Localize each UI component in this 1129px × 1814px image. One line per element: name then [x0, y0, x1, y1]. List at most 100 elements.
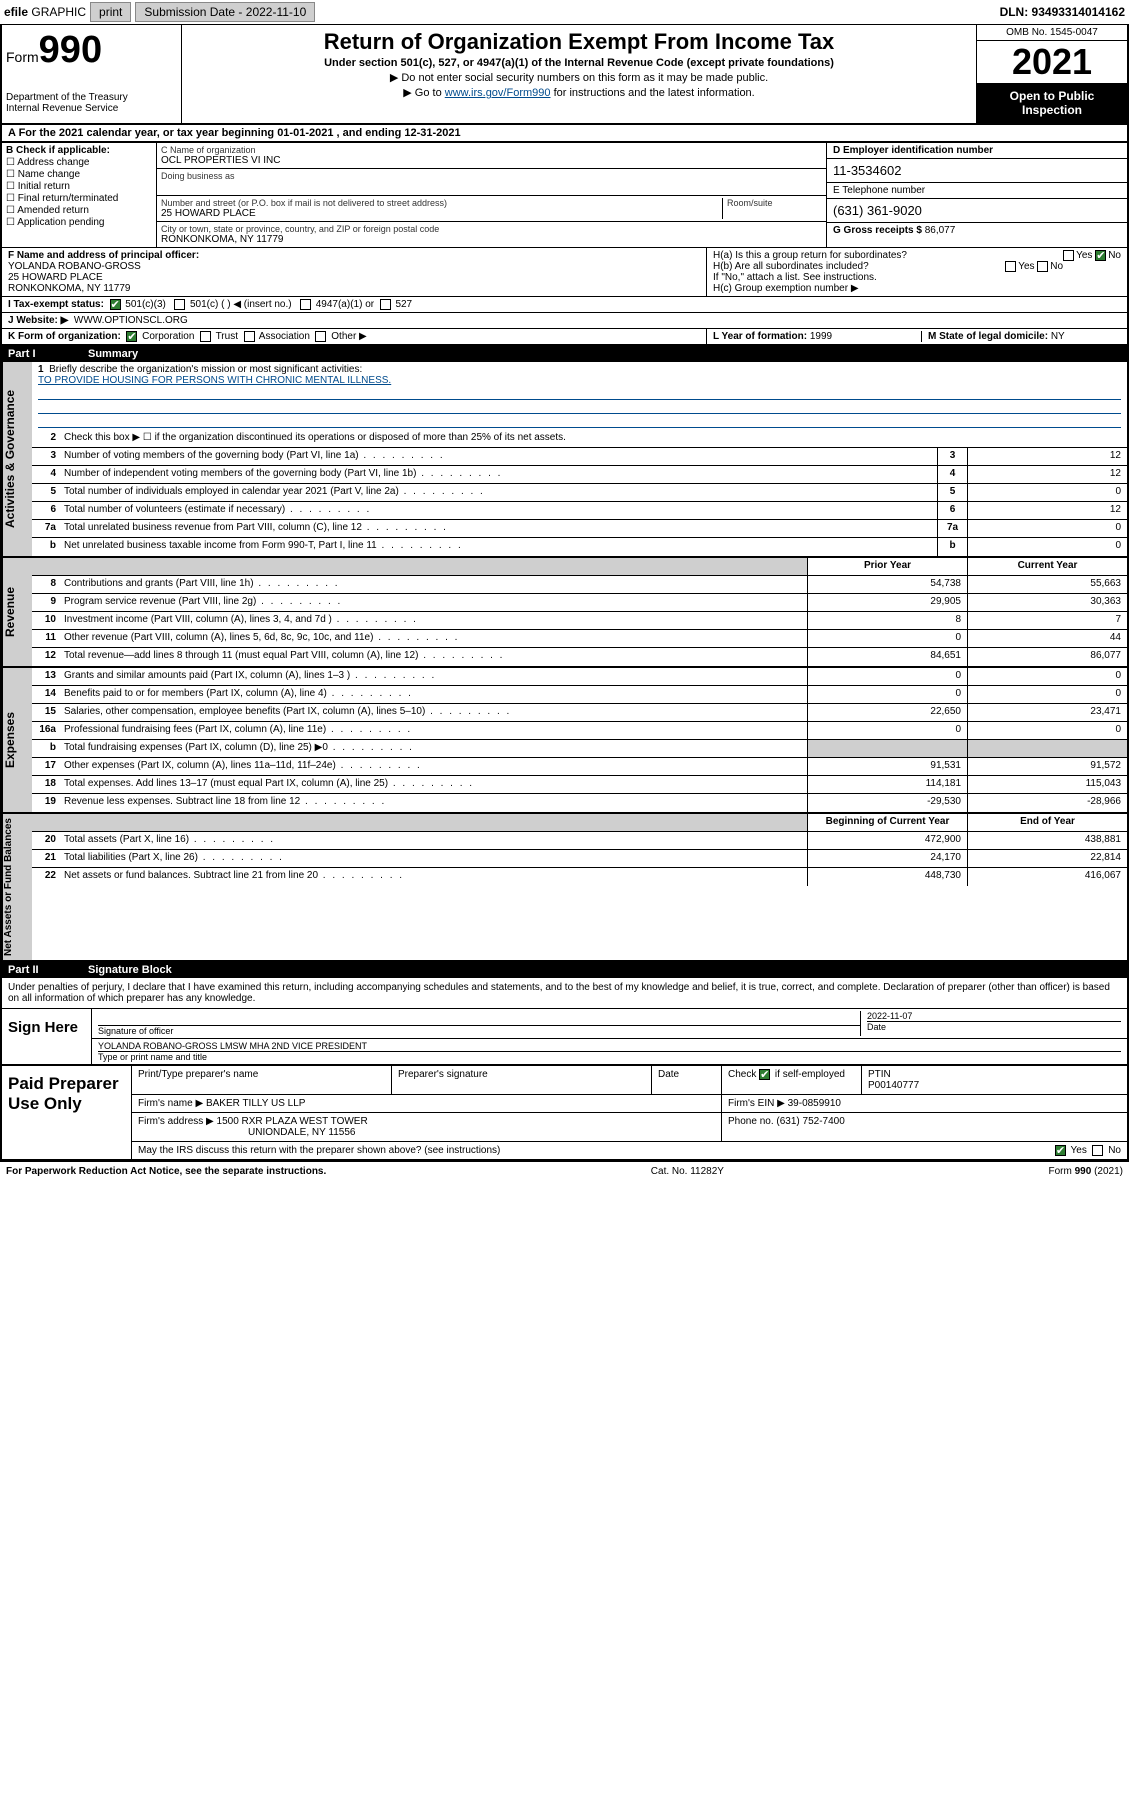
- expenses-body: 13 Grants and similar amounts paid (Part…: [32, 668, 1127, 812]
- line-num: 19: [32, 794, 60, 812]
- current-value: 23,471: [967, 704, 1127, 721]
- instructions-link[interactable]: www.irs.gov/Form990: [445, 87, 551, 99]
- print-button[interactable]: print: [90, 2, 131, 22]
- governance-vlabel: Activities & Governance: [2, 362, 32, 556]
- firm-addr1: 1500 RXR PLAZA WEST TOWER: [217, 1116, 368, 1127]
- check-name-change[interactable]: ☐ Name change: [6, 169, 152, 180]
- firm-phone: (631) 752-7400: [776, 1116, 844, 1127]
- identity-block: B Check if applicable: ☐ Address change …: [0, 143, 1129, 248]
- ein-cell: D Employer identification number: [827, 143, 1127, 159]
- website-row: J Website: ▶ WWW.OPTIONSCL.ORG: [0, 313, 1129, 329]
- trust-checkbox[interactable]: [200, 331, 211, 342]
- check-address-change[interactable]: ☐ Address change: [6, 157, 152, 168]
- line-b: b Total fundraising expenses (Part IX, c…: [32, 740, 1127, 758]
- prior-value: 448,730: [807, 868, 967, 886]
- firm-addr-row: Firm's address ▶ 1500 RXR PLAZA WEST TOW…: [132, 1113, 1127, 1142]
- check-final-return[interactable]: ☐ Final return/terminated: [6, 193, 152, 204]
- current-value: -28,966: [967, 794, 1127, 812]
- irs-label: Internal Revenue Service: [6, 103, 177, 114]
- line-11: 11 Other revenue (Part VIII, column (A),…: [32, 630, 1127, 648]
- subtitle-2: ▶ Do not enter social security numbers o…: [186, 71, 972, 84]
- line-value: 0: [967, 484, 1127, 501]
- line-21: 21 Total liabilities (Part X, line 26) 2…: [32, 850, 1127, 868]
- line-text: Number of voting members of the governin…: [60, 448, 937, 465]
- 501c3-checkbox[interactable]: [110, 299, 121, 310]
- assoc-checkbox[interactable]: [244, 331, 255, 342]
- dept-label: Department of the Treasury: [6, 92, 177, 103]
- line-12: 12 Total revenue—add lines 8 through 11 …: [32, 648, 1127, 666]
- footer-mid: Cat. No. 11282Y: [651, 1166, 724, 1177]
- expenses-vlabel: Expenses: [2, 668, 32, 812]
- sign-here-row: Sign Here Signature of officer 2022-11-0…: [2, 1008, 1127, 1064]
- line-text: Program service revenue (Part VIII, line…: [60, 594, 807, 611]
- line-text: Other revenue (Part VIII, column (A), li…: [60, 630, 807, 647]
- end-year-hdr: End of Year: [967, 814, 1127, 831]
- officer-name-row: YOLANDA ROBANO-GROSS LMSW MHA 2ND VICE P…: [92, 1039, 1127, 1064]
- hb-no-checkbox[interactable]: [1037, 261, 1048, 272]
- dba-value: [161, 181, 822, 193]
- line-num: 4: [32, 466, 60, 483]
- part2-number: Part II: [8, 964, 88, 976]
- line-9: 9 Program service revenue (Part VIII, li…: [32, 594, 1127, 612]
- discuss-no-checkbox[interactable]: [1092, 1145, 1103, 1156]
- officer-addr1: 25 HOWARD PLACE: [8, 272, 103, 283]
- check-amended[interactable]: ☐ Amended return: [6, 205, 152, 216]
- 501c-checkbox[interactable]: [174, 299, 185, 310]
- discuss-yes-checkbox[interactable]: [1055, 1145, 1066, 1156]
- ha-no-checkbox[interactable]: [1095, 250, 1106, 261]
- line-text: Net assets or fund balances. Subtract li…: [60, 868, 807, 886]
- blank: [60, 558, 807, 575]
- subtitle-3: ▶ Go to www.irs.gov/Form990 for instruct…: [186, 86, 972, 99]
- phone-label: E Telephone number: [827, 183, 1127, 199]
- tax-status-label: I Tax-exempt status:: [8, 299, 104, 310]
- current-value: 0: [967, 722, 1127, 739]
- line-10: 10 Investment income (Part VIII, column …: [32, 612, 1127, 630]
- ha-yes-checkbox[interactable]: [1063, 250, 1074, 261]
- officer-label: F Name and address of principal officer:: [8, 250, 199, 261]
- address-cell: Number and street (or P.O. box if mail i…: [157, 196, 826, 222]
- revenue-body: Prior Year Current Year 8 Contributions …: [32, 558, 1127, 666]
- other-checkbox[interactable]: [315, 331, 326, 342]
- footer-left: For Paperwork Reduction Act Notice, see …: [6, 1166, 326, 1177]
- part1-bar: Part I Summary: [0, 346, 1129, 362]
- 4947-checkbox[interactable]: [300, 299, 311, 310]
- officer-name-label: Type or print name and title: [98, 1052, 207, 1062]
- mission-line: [38, 386, 1121, 400]
- form-number: Form990: [6, 29, 177, 72]
- part1-number: Part I: [8, 348, 88, 360]
- gov-line-4: 4 Number of independent voting members o…: [32, 466, 1127, 484]
- city-state-zip: RONKONKOMA, NY 11779: [161, 234, 822, 245]
- corp-checkbox[interactable]: [126, 331, 137, 342]
- subtitle-1: Under section 501(c), 527, or 4947(a)(1)…: [186, 57, 972, 69]
- hb-yes-checkbox[interactable]: [1005, 261, 1016, 272]
- line-num: 6: [32, 502, 60, 519]
- mission-text[interactable]: TO PROVIDE HOUSING FOR PERSONS WITH CHRO…: [38, 375, 391, 386]
- year-formation: 1999: [810, 331, 832, 342]
- 527-checkbox[interactable]: [380, 299, 391, 310]
- prep-sig-hdr: Preparer's signature: [392, 1066, 652, 1094]
- preparer-header-row: Print/Type preparer's name Preparer's si…: [132, 1066, 1127, 1095]
- sig-date-label: Date: [867, 1022, 886, 1032]
- line-num: b: [32, 740, 60, 757]
- prior-value: 0: [807, 686, 967, 703]
- ptin-value: P00140777: [868, 1080, 1121, 1091]
- check-initial-return[interactable]: ☐ Initial return: [6, 181, 152, 192]
- blank: [32, 814, 60, 831]
- self-employed-checkbox[interactable]: [759, 1069, 770, 1080]
- expenses-section: Expenses 13 Grants and similar amounts p…: [0, 668, 1129, 814]
- form-header: Form990 Department of the Treasury Inter…: [0, 25, 1129, 125]
- ein-label: D Employer identification number: [833, 145, 993, 156]
- firm-ein-label: Firm's EIN ▶: [728, 1098, 785, 1109]
- ein-value: 11-3534602: [827, 159, 1127, 183]
- current-value: 30,363: [967, 594, 1127, 611]
- block-b: B Check if applicable: ☐ Address change …: [2, 143, 157, 247]
- line-value: 12: [967, 448, 1127, 465]
- dba-cell: Doing business as: [157, 169, 826, 196]
- check-app-pending[interactable]: ☐ Application pending: [6, 217, 152, 228]
- line-19: 19 Revenue less expenses. Subtract line …: [32, 794, 1127, 812]
- block-d: D Employer identification number 11-3534…: [827, 143, 1127, 247]
- beg-year-hdr: Beginning of Current Year: [807, 814, 967, 831]
- dln: DLN: 93493314014162: [1000, 5, 1125, 19]
- line-22: 22 Net assets or fund balances. Subtract…: [32, 868, 1127, 886]
- dba-label: Doing business as: [161, 171, 822, 181]
